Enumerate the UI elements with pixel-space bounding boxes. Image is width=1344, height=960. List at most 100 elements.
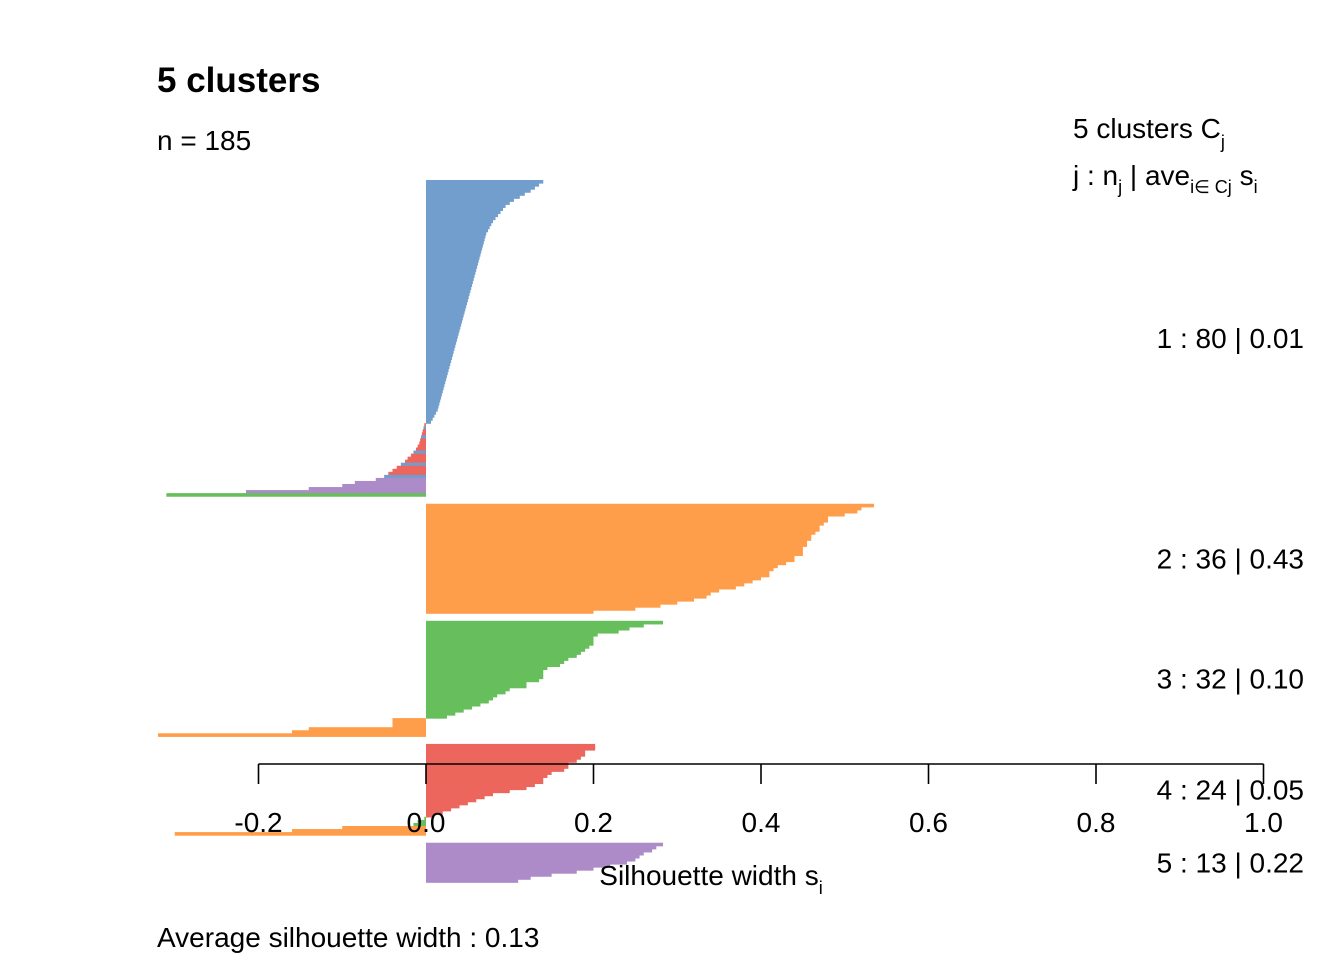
chart-title: 5 clusters (157, 61, 320, 100)
bar-cluster-4 (426, 774, 548, 778)
bar-cluster-1 (426, 389, 443, 394)
bar-cluster-1 (426, 201, 510, 205)
bar-cluster-2 (426, 543, 808, 547)
bar-cluster-1 (426, 395, 442, 400)
bar-cluster-1 (426, 377, 447, 382)
cluster-label-5: 5 : 13 | 0.22 (1157, 848, 1304, 879)
legend-header-1: 5 clusters Cj (1073, 113, 1225, 152)
bar-cluster-1 (426, 256, 480, 260)
bar-cluster-2 (426, 503, 875, 508)
bar-cluster-1 (426, 180, 544, 184)
bar-cluster-1 (426, 356, 452, 360)
bar-cluster-2 (426, 512, 845, 517)
bar-cluster-1-negative (245, 490, 426, 494)
bar-cluster-4 (426, 792, 493, 797)
bar-cluster-1-negative (419, 441, 426, 446)
bar-cluster-4 (426, 783, 535, 788)
bar-cluster-4-negative (413, 822, 426, 827)
bar-cluster-2 (426, 573, 770, 578)
bar-cluster-3 (426, 666, 548, 671)
bar-cluster-2 (426, 591, 711, 596)
bar-cluster-2 (426, 509, 858, 514)
bar-cluster-4-negative (417, 819, 427, 824)
bar-cluster-1-negative (417, 444, 427, 449)
bar-cluster-1 (426, 186, 535, 190)
bar-cluster-2 (426, 555, 795, 560)
bar-cluster-3 (426, 648, 586, 652)
bar-cluster-5 (426, 854, 640, 859)
bar-cluster-4 (426, 798, 477, 803)
bar-cluster-1 (426, 265, 478, 269)
bar-cluster-1 (426, 359, 452, 363)
x-tick-label: 0.2 (574, 807, 613, 838)
bar-cluster-4-negative (342, 826, 426, 830)
bar-cluster-4 (426, 801, 468, 806)
bar-cluster-1-negative (410, 453, 426, 458)
bar-cluster-1 (426, 322, 462, 327)
bar-cluster-4 (426, 759, 577, 763)
bar-cluster-1 (426, 362, 451, 367)
bar-cluster-1 (426, 365, 450, 370)
bar-cluster-2 (426, 540, 808, 544)
bar-cluster-3 (426, 636, 594, 640)
bar-cluster-3 (426, 620, 664, 625)
bar-cluster-1 (426, 332, 459, 336)
bar-cluster-1 (426, 319, 463, 324)
bar-cluster-1 (426, 228, 488, 233)
bar-cluster-1 (426, 304, 467, 309)
bar-cluster-1-negative (396, 465, 426, 470)
bar-cluster-4 (426, 753, 586, 757)
bar-cluster-1 (426, 338, 457, 342)
bar-cluster-2 (426, 604, 661, 608)
bar-cluster-1 (426, 280, 473, 284)
cluster-label-3: 3 : 32 | 0.10 (1157, 664, 1304, 695)
bar-cluster-3 (426, 681, 527, 686)
bar-cluster-3-negative (392, 724, 426, 728)
bar-cluster-1 (426, 210, 501, 215)
bar-cluster-3 (426, 705, 473, 710)
bar-cluster-1-negative (388, 471, 426, 476)
cluster-label-1: 1 : 80 | 0.01 (1157, 323, 1304, 354)
bar-cluster-1 (426, 271, 476, 275)
bar-cluster-1 (426, 353, 453, 357)
bar-cluster-3 (426, 702, 481, 707)
bar-cluster-1 (426, 216, 496, 221)
bar-cluster-3 (426, 669, 544, 674)
bar-cluster-1 (426, 225, 490, 230)
bar-cluster-1 (426, 386, 444, 391)
bar-cluster-2 (426, 607, 636, 611)
bar-cluster-1 (426, 307, 466, 312)
x-tick-label: 0.4 (742, 807, 781, 838)
chart-subtitle: n = 185 (157, 125, 251, 156)
bar-cluster-3-negative (292, 730, 426, 734)
bar-cluster-2 (426, 515, 828, 520)
x-tick-label: 0.0 (407, 807, 446, 838)
bar-cluster-1 (426, 286, 472, 291)
bar-cluster-3-negative (392, 718, 426, 722)
bar-cluster-2 (426, 601, 678, 605)
bar-cluster-5 (426, 870, 577, 874)
bar-cluster-3 (426, 654, 577, 658)
bar-cluster-1 (426, 246, 483, 251)
cluster-label-4: 4 : 24 | 0.05 (1157, 775, 1304, 806)
bar-cluster-1 (426, 335, 458, 339)
average-silhouette-label: Average silhouette width : 0.13 (157, 922, 539, 953)
bar-cluster-1 (426, 374, 447, 379)
bar-cluster-1 (426, 222, 492, 227)
bar-cluster-4 (426, 810, 443, 815)
x-tick-label: 1.0 (1244, 807, 1283, 838)
bar-cluster-3 (426, 660, 565, 664)
bar-cluster-1 (426, 411, 437, 415)
bar-cluster-2 (426, 525, 820, 529)
bar-cluster-5 (426, 873, 552, 877)
bar-cluster-1 (426, 219, 493, 224)
bar-cluster-4 (426, 746, 596, 751)
bar-cluster-1-negative (375, 477, 426, 482)
bar-cluster-5 (426, 851, 644, 856)
bar-cluster-3 (426, 672, 544, 677)
bar-cluster-1 (426, 380, 446, 385)
bar-cluster-1 (426, 249, 482, 254)
bar-cluster-2 (426, 558, 795, 563)
bar-cluster-1 (426, 368, 449, 373)
